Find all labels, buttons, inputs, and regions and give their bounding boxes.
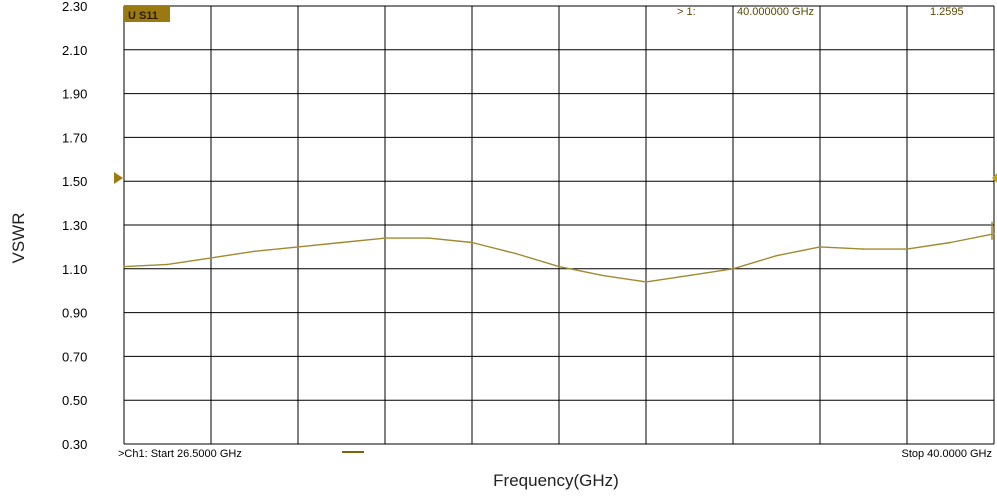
marker-frequency: 40.000000 GHz xyxy=(737,6,814,18)
y-tick-label: 1.90 xyxy=(62,87,87,102)
trace-point xyxy=(601,274,604,277)
trace-point xyxy=(514,252,517,255)
trace-point xyxy=(558,265,560,268)
trace-point xyxy=(775,254,778,257)
trace-point xyxy=(688,274,691,277)
trace-point xyxy=(819,246,821,248)
stop-frequency-label: Stop 40.0000 GHz xyxy=(901,448,992,460)
y-tick-label: 0.50 xyxy=(62,393,87,408)
y-tick-label: 2.30 xyxy=(62,0,87,14)
trace-point xyxy=(297,246,299,248)
x-axis-label: Frequency(GHz) xyxy=(493,471,619,490)
trace-point xyxy=(862,248,865,250)
start-frequency-label: >Ch1: Start 26.5000 GHz xyxy=(118,448,242,460)
trace-label: U S11 xyxy=(128,10,158,22)
trace-point xyxy=(471,241,473,244)
reference-level-right-arrow xyxy=(992,173,997,183)
trace-label-badge xyxy=(124,6,170,22)
trace-point xyxy=(732,268,734,270)
trace-point xyxy=(949,241,952,244)
trace-point xyxy=(253,250,256,253)
trace-layer xyxy=(123,221,995,283)
chart-grid xyxy=(123,5,995,445)
trace-point xyxy=(123,265,125,268)
y-tick-label: 2.10 xyxy=(62,43,87,58)
trace-point xyxy=(384,237,386,239)
y-tick-label: 0.70 xyxy=(62,349,87,364)
trace-point xyxy=(993,232,995,235)
trace-point xyxy=(427,237,430,239)
trace-point xyxy=(210,257,212,259)
reference-level-left-arrow xyxy=(114,172,123,184)
y-tick-label: 1.70 xyxy=(62,130,87,145)
y-axis-label: VSWR xyxy=(9,213,28,264)
trace-point xyxy=(906,248,908,250)
trace-point xyxy=(166,263,169,266)
trace-point xyxy=(340,241,343,244)
trace-point xyxy=(645,281,647,283)
y-tick-label: 1.50 xyxy=(62,174,87,189)
y-tick-label: 1.10 xyxy=(62,262,87,277)
y-tick-label: 0.90 xyxy=(62,306,87,321)
y-tick-label: 0.30 xyxy=(62,437,87,452)
y-tick-label: 1.30 xyxy=(62,218,87,233)
marker-label: > 1: xyxy=(677,6,696,18)
marker-value: 1.2595 xyxy=(930,6,964,18)
y-axis-ticks: 2.30 2.10 1.90 1.70 1.50 1.30 1.10 0.90 0.70 0.50… xyxy=(62,0,87,452)
